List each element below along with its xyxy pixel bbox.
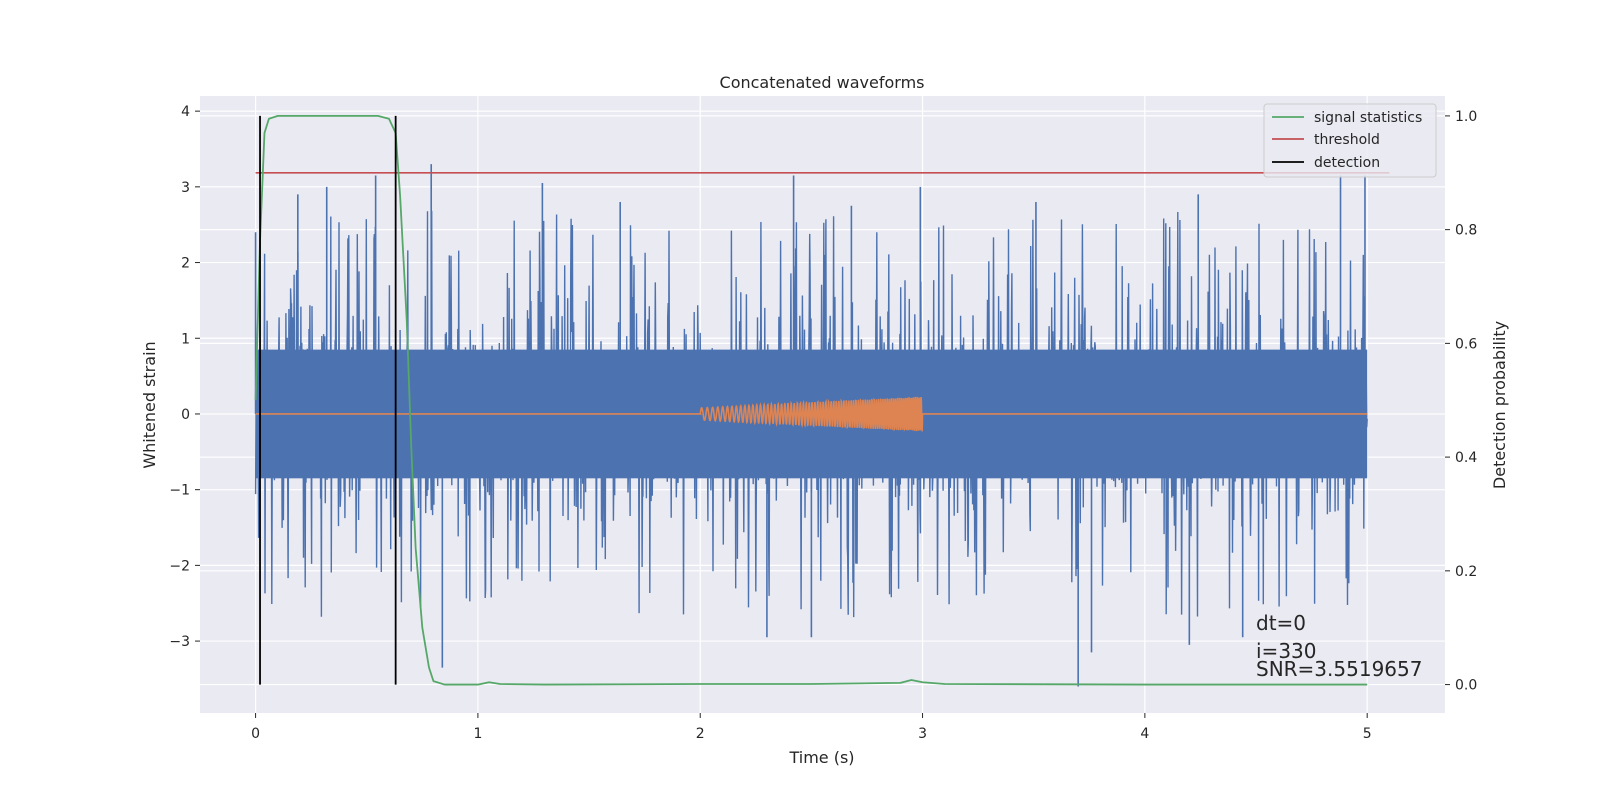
y-right-tick-label: 0.8 (1455, 223, 1477, 239)
y-right-tick-label: 1.0 (1455, 109, 1477, 125)
y-tick-label: −1 (169, 483, 190, 499)
y-right-tick-label: 0.4 (1455, 450, 1477, 466)
legend-box (1263, 103, 1437, 178)
legend-label-detection: detection (1314, 155, 1380, 171)
x-axis-title: Time (s) (788, 748, 854, 767)
x-tick-label: 1 (473, 726, 482, 742)
y-tick-label: 0 (181, 407, 190, 423)
x-tick-label: 4 (1140, 726, 1149, 742)
x-tick-label: 2 (696, 726, 705, 742)
y-tick-label: 3 (181, 180, 190, 196)
chart-title: Concatenated waveforms (720, 73, 925, 92)
legend: signal statistics threshold detection (1263, 103, 1437, 178)
y-axis-right-title: Detection probability (1490, 321, 1509, 489)
x-tick-label: 5 (1363, 726, 1372, 742)
legend-label-signal-statistics: signal statistics (1314, 110, 1422, 126)
annotation-i: i=330 (1256, 639, 1317, 663)
x-tick-label: 0 (251, 726, 260, 742)
y-tick-label: 1 (181, 331, 190, 347)
y-axis-title: Whitened strain (140, 341, 159, 468)
annotation-dt: dt=0 (1256, 611, 1306, 635)
y-tick-label: −2 (169, 558, 190, 574)
y-right-tick-label: 0.6 (1455, 336, 1477, 352)
injected-chirp-line (255, 396, 1368, 432)
ticks: 0 1 2 3 4 5 −3 −2 −1 0 1 2 3 4 0.0 0.2 0.4 0.6 0.8 1.0 (169, 104, 1477, 742)
data-layer (254, 115, 1390, 687)
annotation-snr: SNR=3.5519657 (1256, 657, 1422, 681)
y-tick-label: 4 (181, 104, 190, 120)
x-tick-label: 3 (918, 726, 927, 742)
y-tick-label: −3 (169, 634, 190, 650)
legend-label-threshold: threshold (1314, 132, 1380, 148)
signal-statistics-line (254, 115, 1368, 686)
y-right-tick-label: 0.0 (1455, 678, 1477, 694)
y-tick-label: 2 (181, 256, 190, 272)
y-right-tick-label: 0.2 (1455, 564, 1477, 580)
